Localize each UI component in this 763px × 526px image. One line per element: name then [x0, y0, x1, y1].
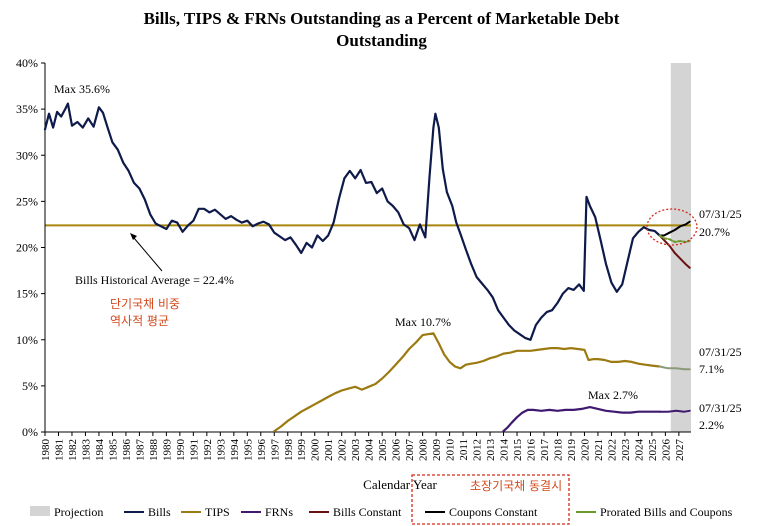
y-tick-label: 35% [16, 102, 38, 116]
annotation-frns-date: 07/31/25 [699, 401, 742, 415]
projection-highlight-ellipse [646, 208, 698, 246]
x-tick-label: 1985 [107, 439, 119, 462]
x-tick-label: 1984 [94, 439, 106, 462]
x-tick-label: 1994 [229, 439, 241, 462]
legend-label-prorated-bills-and-coupons: Prorated Bills and Coupons [600, 505, 733, 519]
legend-label-tips: TIPS [205, 505, 230, 519]
x-tick-label: 1993 [215, 439, 227, 462]
y-tick-label: 25% [16, 194, 38, 208]
x-tick-label: 1986 [121, 439, 133, 462]
x-tick-label: 1998 [283, 439, 295, 462]
x-tick-label: 1987 [134, 439, 146, 462]
x-tick-label: 2005 [377, 439, 389, 462]
legend-label-bills: Bills [148, 505, 171, 519]
x-tick-label: 2010 [445, 439, 457, 462]
chart-title: Bills, TIPS & FRNs Outstanding as a Perc… [0, 8, 763, 52]
average-arrow-shaft [133, 237, 163, 272]
x-tick-label: 2009 [431, 439, 443, 462]
x-tick-label: 1981 [53, 439, 65, 461]
legend-swatch-projection [30, 506, 50, 516]
series-frns [502, 406, 661, 433]
series-bills [43, 102, 661, 341]
x-tick-label: 1989 [161, 439, 173, 462]
x-tick-label: 1990 [175, 439, 187, 462]
x-tick-label: 2023 [620, 439, 632, 462]
series-tips-projection [658, 365, 691, 371]
x-tick-label: 2019 [566, 439, 578, 462]
chart-title-line-2: Outstanding [336, 31, 427, 50]
legend-label-frns: FRNs [265, 505, 293, 519]
x-tick-label: 1980 [40, 439, 52, 462]
x-tick-label: 1983 [80, 439, 92, 462]
average-arrow-head [130, 233, 137, 240]
x-tick-label: 1997 [269, 439, 281, 462]
x-tick-label: 2001 [323, 439, 335, 461]
series-prorated-bills-and-coupons [658, 234, 691, 243]
annotation-bills-average: Bills Historical Average = 22.4% [75, 273, 234, 287]
annotation-tips-value: 7.1% [699, 362, 724, 376]
annotation-korean-average-line-1: 단기국채 비중 [110, 297, 180, 311]
x-tick-label: 1992 [202, 439, 214, 461]
x-tick-label: 1995 [242, 439, 254, 462]
series-tips [273, 332, 661, 433]
x-tick-label: 2020 [579, 439, 591, 462]
x-tick-label: 2024 [633, 439, 645, 462]
x-tick-label: 2004 [364, 439, 376, 462]
x-tick-label: 2016 [526, 439, 538, 462]
x-tick-label: 2008 [418, 439, 430, 462]
annotation-frns-value: 2.2% [699, 418, 724, 432]
y-tick-label: 10% [16, 333, 38, 347]
x-tick-label: 2014 [499, 439, 511, 462]
x-tick-label: 2027 [674, 439, 686, 462]
y-tick-label: 20% [16, 241, 38, 255]
projection-region [670, 63, 691, 432]
legend-label-projection: Projection [54, 505, 103, 519]
annotation-max-tips: Max 10.7% [395, 315, 451, 329]
annotation-bills-date: 07/31/25 [699, 207, 742, 221]
x-tick-label: 2025 [647, 439, 659, 462]
x-tick-label: 2013 [485, 439, 497, 462]
x-tick-label: 1988 [148, 439, 160, 462]
y-tick-label: 40% [16, 56, 38, 70]
series-bills-constant [658, 234, 691, 269]
x-tick-label: 2017 [539, 439, 551, 462]
annotation-tips-date: 07/31/25 [699, 345, 742, 359]
x-tick-label: 2003 [350, 439, 362, 462]
annotation-max-frns: Max 2.7% [588, 388, 638, 402]
legend-label-coupons-constant: Coupons Constant [449, 505, 538, 519]
x-tick-label: 2000 [310, 439, 322, 462]
x-axis-title: Calendar Year [363, 477, 437, 492]
x-tick-label: 2007 [404, 439, 416, 462]
annotation-bills-value: 20.7% [699, 225, 730, 239]
annotation-korean-note: 초장기국채 동결시 [470, 479, 562, 493]
x-tick-label: 1982 [67, 439, 79, 461]
x-tick-label: 2021 [593, 439, 605, 461]
y-tick-label: 0% [22, 425, 38, 439]
x-tick-label: 2026 [660, 439, 672, 462]
series-frn-projection [658, 409, 691, 413]
x-tick-label: 2018 [552, 439, 564, 462]
series-coupons-constant [658, 220, 691, 237]
x-tick-label: 2022 [606, 439, 618, 461]
x-tick-label: 2006 [391, 439, 403, 462]
legend-label-bills-constant: Bills Constant [333, 505, 402, 519]
coupons-constant-highlight-box [411, 474, 570, 525]
x-tick-label: 2011 [458, 439, 470, 461]
x-tick-label: 2002 [337, 439, 349, 461]
chart-title-line-1: Bills, TIPS & FRNs Outstanding as a Perc… [143, 9, 620, 28]
annotation-max-bills: Max 35.6% [54, 82, 110, 96]
x-tick-label: 1996 [256, 439, 268, 462]
annotation-korean-average-line-2: 역사적 평균 [110, 314, 169, 328]
x-tick-label: 1999 [296, 439, 308, 462]
y-tick-label: 5% [22, 379, 38, 393]
x-tick-label: 1991 [188, 439, 200, 461]
x-tick-label: 2015 [512, 439, 524, 462]
y-tick-label: 15% [16, 287, 38, 301]
x-tick-label: 2012 [472, 439, 484, 461]
y-tick-label: 30% [16, 148, 38, 162]
